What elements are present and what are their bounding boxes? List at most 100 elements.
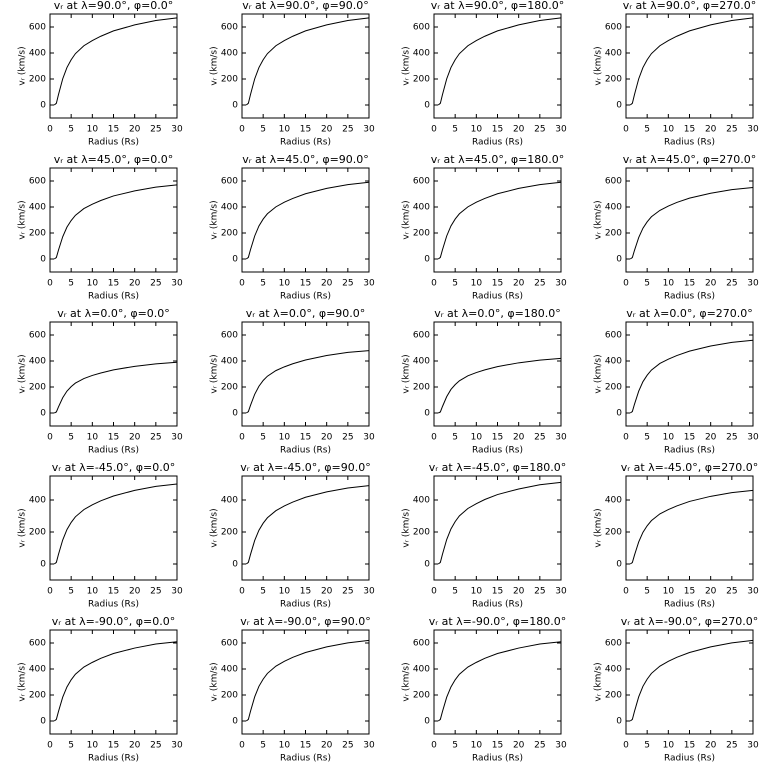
x-tick-label: 25 (342, 279, 353, 289)
x-axis-label: Radius (Rs) (88, 754, 139, 764)
x-tick-label: 10 (279, 587, 291, 597)
plot-frame (49, 629, 178, 735)
x-tick-label: 30 (747, 125, 759, 135)
data-line (629, 489, 754, 565)
data-line (53, 641, 178, 722)
chart-title: vᵣ at λ=90.0°, φ=90.0° (242, 0, 369, 12)
x-tick-label: 30 (363, 741, 375, 751)
x-tick-label: 20 (513, 741, 525, 751)
x-tick-label: 25 (342, 741, 353, 751)
x-tick-label: 25 (534, 587, 545, 597)
y-tick-label: 600 (29, 331, 46, 341)
y-tick-label: 0 (424, 101, 430, 111)
x-tick-label: 25 (726, 279, 737, 289)
data-line (53, 483, 178, 565)
y-tick-label: 400 (221, 49, 238, 59)
x-tick-label: 20 (513, 433, 525, 443)
x-tick-label: 0 (431, 279, 437, 289)
x-tick-label: 5 (260, 741, 266, 751)
x-tick-label: 15 (108, 433, 119, 443)
x-tick-label: 30 (171, 587, 183, 597)
x-axis-label: Radius (Rs) (472, 292, 523, 302)
y-tick-label: 400 (605, 496, 622, 506)
x-tick-label: 5 (452, 433, 458, 443)
y-tick-label: 0 (616, 409, 622, 419)
x-axis-label: Radius (Rs) (280, 292, 331, 302)
x-tick-label: 30 (747, 741, 759, 751)
x-tick-label: 20 (705, 279, 717, 289)
x-tick-label: 20 (129, 279, 141, 289)
chart-title: vᵣ at λ=90.0°, φ=0.0° (54, 0, 174, 12)
data-line (437, 481, 562, 565)
data-line (629, 339, 754, 414)
x-tick-label: 20 (513, 125, 525, 135)
chart-title: vᵣ at λ=-45.0°, φ=90.0° (240, 461, 371, 474)
x-axis-label: Radius (Rs) (472, 138, 523, 148)
y-tick-label: 400 (413, 203, 430, 213)
x-tick-label: 25 (726, 433, 737, 443)
y-tick-label: 0 (40, 560, 46, 570)
y-tick-label: 600 (413, 177, 430, 187)
y-tick-label: 600 (605, 177, 622, 187)
x-tick-label: 0 (239, 279, 245, 289)
data-line (245, 485, 370, 565)
y-tick-label: 0 (232, 560, 238, 570)
x-tick-label: 30 (363, 433, 375, 443)
x-tick-label: 0 (47, 433, 53, 443)
x-tick-label: 5 (644, 125, 650, 135)
y-axis-label: vᵣ (km/s) (594, 662, 604, 701)
x-tick-label: 5 (68, 587, 74, 597)
y-tick-label: 0 (232, 101, 238, 111)
y-axis-label: vᵣ (km/s) (402, 200, 412, 239)
x-axis-label: Radius (Rs) (280, 446, 331, 456)
x-tick-label: 15 (492, 741, 503, 751)
plot-frame (433, 321, 562, 427)
x-tick-label: 5 (68, 279, 74, 289)
y-axis-label: vᵣ (km/s) (402, 508, 412, 547)
x-tick-label: 20 (129, 587, 141, 597)
x-tick-label: 5 (68, 125, 74, 135)
y-tick-label: 400 (221, 203, 238, 213)
x-tick-label: 10 (471, 125, 483, 135)
chart-title: vᵣ at λ=-45.0°, φ=270.0° (621, 461, 759, 474)
data-line (629, 17, 754, 106)
x-tick-label: 15 (492, 587, 503, 597)
x-tick-label: 30 (555, 279, 567, 289)
y-tick-label: 200 (605, 75, 622, 85)
x-tick-label: 30 (171, 125, 183, 135)
x-tick-label: 15 (108, 741, 119, 751)
y-tick-label: 0 (424, 409, 430, 419)
chart-title: vᵣ at λ=0.0°, φ=90.0° (246, 307, 366, 320)
x-tick-label: 0 (239, 587, 245, 597)
x-tick-label: 15 (300, 125, 311, 135)
x-tick-label: 10 (663, 741, 675, 751)
x-tick-label: 0 (431, 741, 437, 751)
x-tick-label: 15 (108, 587, 119, 597)
y-tick-label: 0 (424, 717, 430, 727)
y-tick-label: 200 (605, 383, 622, 393)
x-tick-label: 0 (431, 125, 437, 135)
y-tick-label: 200 (413, 383, 430, 393)
y-tick-label: 200 (29, 229, 46, 239)
x-tick-label: 20 (513, 587, 525, 597)
y-axis-label: vᵣ (km/s) (210, 354, 220, 393)
x-tick-label: 15 (300, 587, 311, 597)
x-axis-label: Radius (Rs) (664, 754, 715, 764)
x-tick-label: 0 (623, 741, 629, 751)
plot-frame (241, 167, 370, 273)
x-tick-label: 30 (555, 433, 567, 443)
y-tick-label: 200 (221, 528, 238, 538)
chart-title: vᵣ at λ=-90.0°, φ=180.0° (429, 615, 567, 628)
data-line (245, 639, 370, 722)
x-tick-label: 10 (471, 279, 483, 289)
y-tick-label: 600 (605, 639, 622, 649)
x-tick-label: 25 (342, 125, 353, 135)
plot-frame (49, 321, 178, 427)
x-tick-label: 5 (260, 433, 266, 443)
x-tick-label: 25 (534, 433, 545, 443)
data-line (437, 181, 562, 260)
y-axis-label: vᵣ (km/s) (18, 200, 28, 239)
plot-frame (433, 13, 562, 119)
x-tick-label: 5 (68, 741, 74, 751)
y-tick-label: 400 (605, 357, 622, 367)
